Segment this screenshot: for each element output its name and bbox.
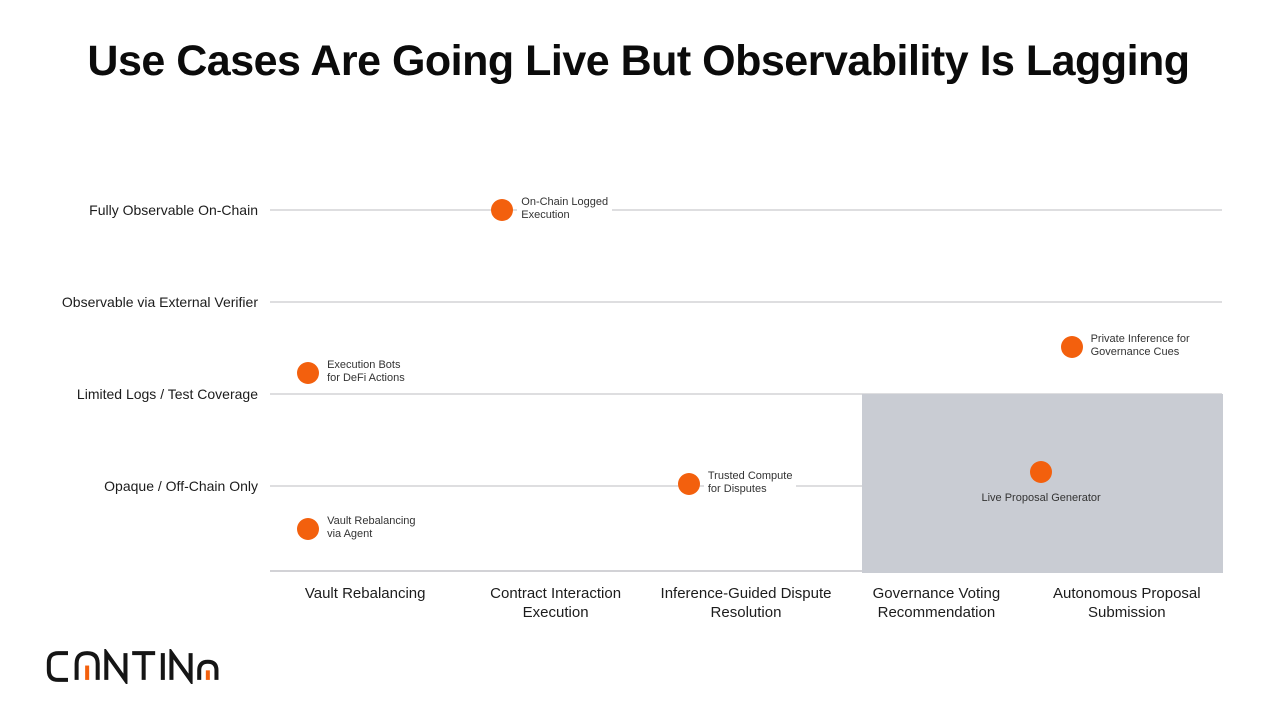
y-axis-label: Opaque / Off-Chain Only (104, 478, 258, 494)
data-point-label: Vault Rebalancing via Agent (323, 514, 420, 543)
data-point-dot (1030, 461, 1053, 484)
highlight-region (862, 394, 1223, 573)
data-point-label: Live Proposal Generator (981, 492, 1101, 505)
data-point-dot (297, 518, 320, 541)
x-axis-label: Inference-Guided Dispute Resolution (660, 585, 832, 621)
data-point-label: Private Inference for Governance Cues (1086, 332, 1194, 361)
data-point-dot (1060, 336, 1083, 359)
data-point-dot (491, 199, 514, 221)
x-axis-label: Autonomous Proposal Submission (1053, 585, 1201, 621)
page-title: Use Cases Are Going Live But Observabili… (87, 37, 1190, 85)
y-axis-label: Observable via External Verifier (61, 294, 258, 310)
logo-letter-n2 (169, 646, 193, 687)
logo-letter-a1 (74, 651, 100, 680)
grid-line (270, 209, 1222, 211)
data-point-label: Execution Bots for DeFi Actions (323, 357, 409, 386)
grid-line (270, 393, 1222, 395)
cantina-logo (45, 646, 227, 689)
grid-line (270, 301, 1222, 303)
data-point-label: Trusted Compute for Disputes (703, 469, 797, 498)
data-point-dot (677, 473, 700, 496)
logo-letter-t (132, 651, 156, 680)
x-axis-label: Vault Rebalancing (304, 585, 426, 602)
y-axis-label: Fully Observable On-Chain (89, 202, 258, 218)
y-axis-label: Limited Logs / Test Coverage (76, 386, 258, 402)
logo-letter-c (46, 651, 68, 682)
x-axis-line (270, 570, 1222, 572)
logo-letter-n1 (104, 646, 128, 687)
data-point-label: On-Chain Logged Execution (517, 195, 613, 223)
logo-letter-a2 (197, 659, 219, 680)
x-axis-label: Contract Interaction Execution (490, 585, 622, 621)
cantina-logo-svg (46, 646, 219, 687)
data-point-dot (297, 361, 320, 384)
x-axis-label: Governance Voting Recommendation (872, 585, 1001, 621)
